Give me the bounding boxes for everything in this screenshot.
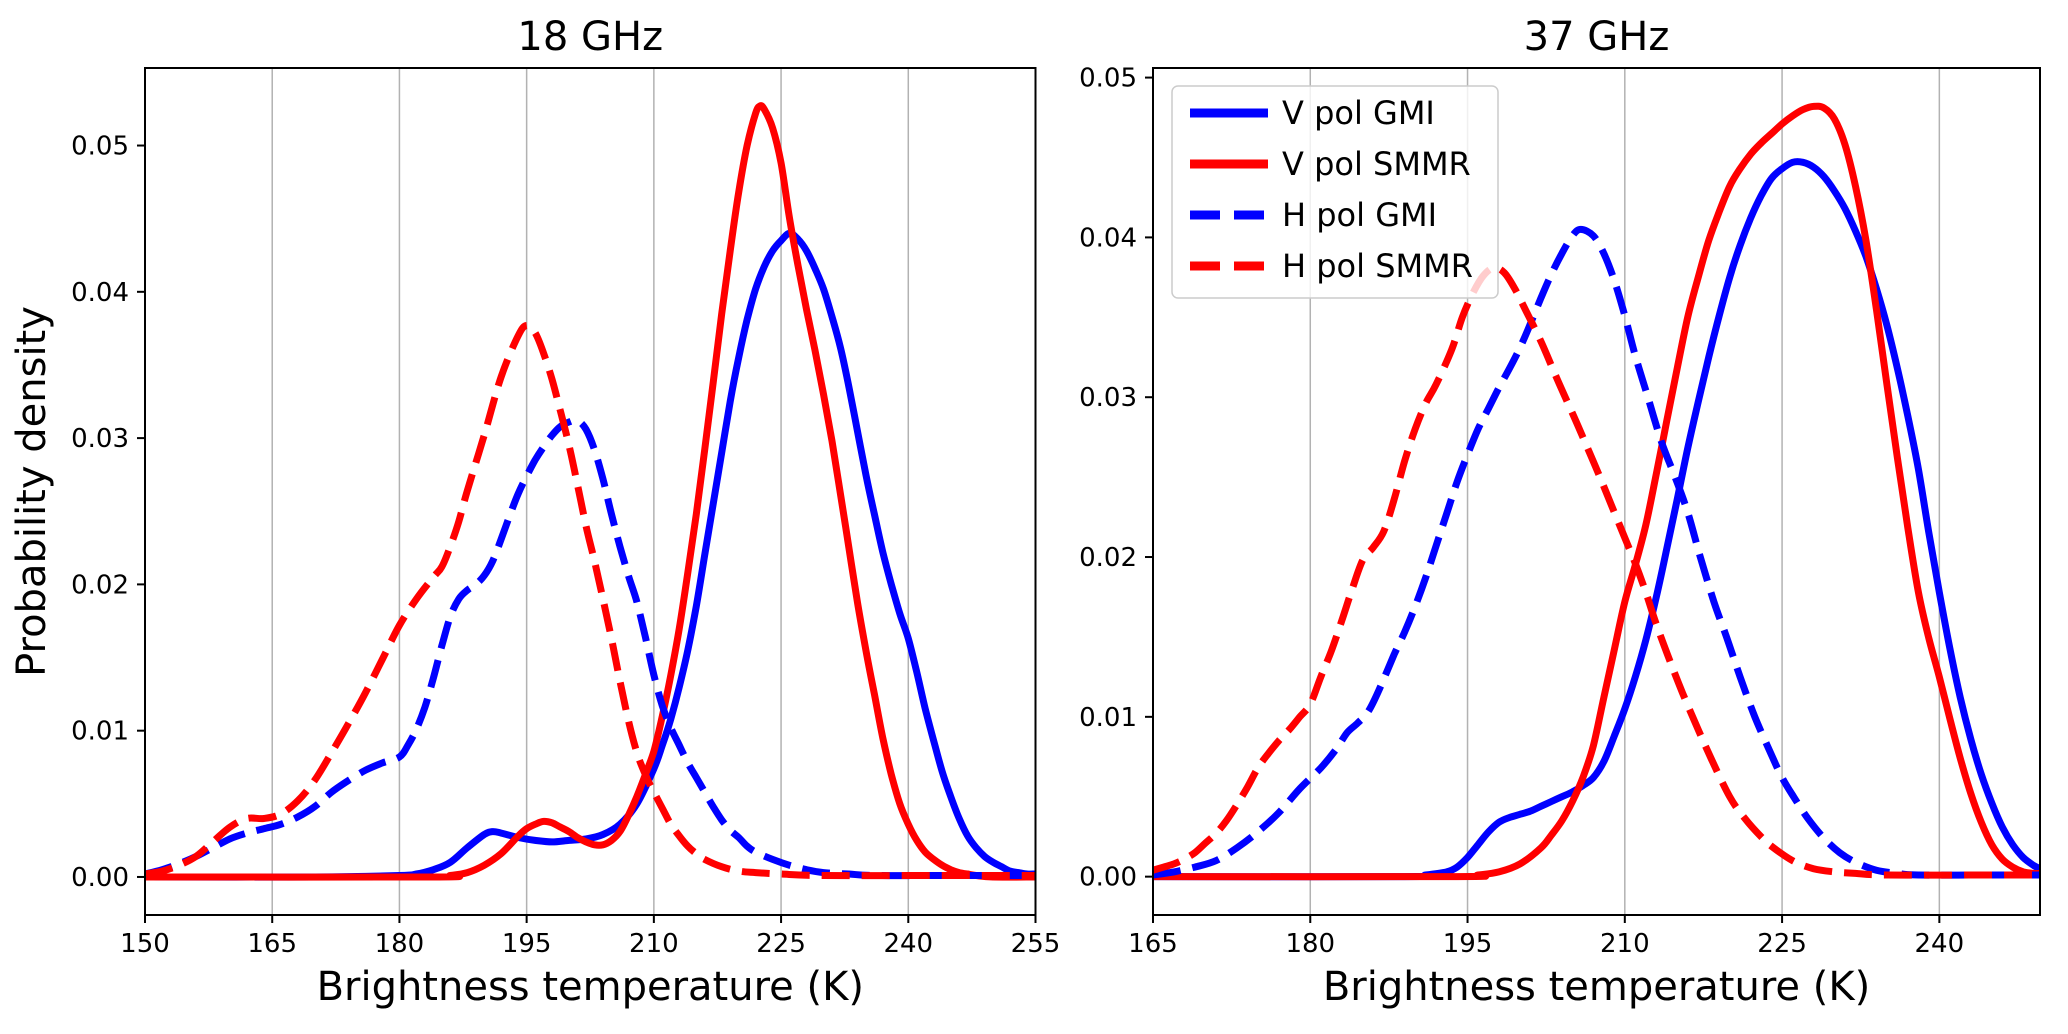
curve-h-pol-gmi bbox=[145, 416, 1036, 880]
curve-h-pol-smmr bbox=[145, 321, 1036, 880]
x-tick-label: 240 bbox=[1915, 929, 1965, 959]
curve-v-pol-smmr bbox=[1153, 102, 2040, 881]
x-tick-label: 165 bbox=[1128, 929, 1178, 959]
y-tick-label: 0.03 bbox=[71, 424, 129, 454]
x-tick-label: 180 bbox=[375, 929, 425, 959]
x-tick-label: 165 bbox=[247, 929, 297, 959]
panel-title: 18 GHz bbox=[517, 14, 663, 60]
panel-18-ghz: 150 165 180 195 210 225 240 255 0.00 0.01 0.02 0.03… bbox=[9, 14, 1060, 1010]
x-tick-label: 255 bbox=[1011, 929, 1061, 959]
axes-frame bbox=[1152, 67, 2041, 916]
legend-label: H pol SMMR bbox=[1282, 247, 1473, 285]
x-tick-label: 150 bbox=[120, 929, 170, 959]
legend: V pol GMI V pol SMMR H pol GMI H pol SMMR bbox=[1171, 85, 1499, 299]
legend-box bbox=[1171, 85, 1499, 299]
y-tick-label: 0.00 bbox=[1079, 863, 1137, 893]
x-tick-label: 225 bbox=[756, 929, 806, 959]
y-tick-label: 0.05 bbox=[71, 132, 129, 162]
y-tick-label: 0.04 bbox=[1079, 223, 1137, 253]
x-tick-label: 195 bbox=[502, 929, 552, 959]
x-tick-label: 225 bbox=[1757, 929, 1807, 959]
curve-h-pol-gmi bbox=[1153, 225, 2040, 879]
x-axis-label: Brightness temperature (K) bbox=[317, 964, 864, 1010]
panel-title: 37 GHz bbox=[1524, 14, 1670, 60]
y-tick-label: 0.01 bbox=[1079, 703, 1137, 733]
y-axis-label: Probability density bbox=[9, 306, 55, 677]
y-tick-label: 0.02 bbox=[71, 570, 129, 600]
curves-group bbox=[145, 102, 1036, 881]
x-axis-label: Brightness temperature (K) bbox=[1323, 964, 1870, 1010]
axes-frame bbox=[144, 67, 1037, 916]
x-tick-label: 195 bbox=[1443, 929, 1493, 959]
legend-label: V pol GMI bbox=[1282, 94, 1435, 132]
legend-label: V pol SMMR bbox=[1282, 145, 1471, 183]
x-tick-label: 240 bbox=[883, 929, 933, 959]
curve-v-pol-smmr bbox=[145, 102, 1036, 881]
curve-h-pol-smmr bbox=[1153, 264, 2040, 879]
panel-37-ghz: 165 180 195 210 225 240 0.00 0.01 0.02 0.03 0.04 0.… bbox=[1079, 14, 2041, 1010]
y-tick-label: 0.03 bbox=[1079, 383, 1137, 413]
y-tick-label: 0.02 bbox=[1079, 543, 1137, 573]
legend-label: H pol GMI bbox=[1282, 196, 1437, 234]
x-tick-label: 210 bbox=[1600, 929, 1650, 959]
x-tick-label: 180 bbox=[1285, 929, 1335, 959]
y-tick-label: 0.04 bbox=[71, 278, 129, 308]
y-tick-label: 0.01 bbox=[71, 717, 129, 747]
y-tick-label: 0.05 bbox=[1079, 64, 1137, 94]
curve-v-pol-gmi bbox=[145, 229, 1036, 881]
curve-v-pol-gmi bbox=[1153, 158, 2040, 881]
x-tick-label: 210 bbox=[629, 929, 679, 959]
y-tick-label: 0.00 bbox=[71, 863, 129, 893]
